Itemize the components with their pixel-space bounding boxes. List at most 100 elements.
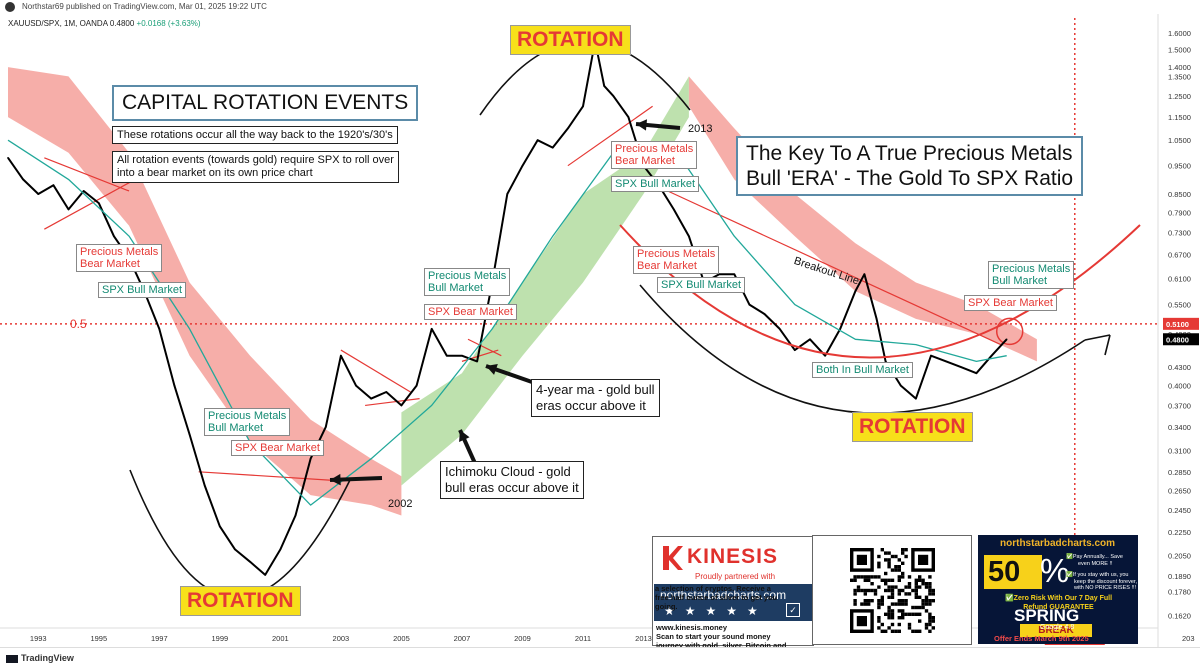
y-tick-label: 0.3400	[1168, 423, 1191, 432]
price-point	[400, 404, 403, 407]
qr-module	[863, 592, 867, 596]
publisher-bar: Northstar69 published on TradingView.com…	[0, 0, 1200, 14]
qr-module	[877, 554, 881, 559]
qr-module	[894, 585, 898, 589]
x-tick-label: 2005	[393, 634, 410, 643]
price-point	[863, 273, 866, 275]
qr-module	[856, 585, 861, 589]
trend-line-4	[365, 398, 420, 407]
qr-module	[911, 629, 915, 633]
qr-module	[853, 578, 857, 582]
breakout-circle	[995, 317, 1024, 346]
kinesis-logo-icon	[661, 545, 683, 571]
pm-bear-3-line1: Precious Metals	[637, 248, 716, 260]
qr-module	[884, 578, 888, 582]
qr-module	[928, 582, 932, 586]
key-title-line1: The Key To A True Precious Metals	[746, 142, 1073, 165]
qr-module	[867, 578, 871, 582]
qr-module	[890, 588, 895, 593]
promo-risk: ✅Zero Risk With Our 7 Day Full Refund GU…	[986, 594, 1131, 612]
symbol-legend[interactable]: XAUUSD/SPX, 1M, OANDA 0.4800 +0.0168 (+3…	[8, 19, 201, 28]
price-point	[521, 164, 524, 167]
y-tick-label: 1.3500	[1168, 72, 1191, 81]
price-point	[960, 366, 963, 369]
note-arrowhead-0	[636, 119, 648, 131]
kinesis-partner: Proudly partnered with	[695, 572, 776, 581]
kinesis-copy: www.kinesis.money Scan to start your sou…	[656, 623, 786, 650]
price-point	[158, 328, 161, 330]
capital-rotation-title: CAPITAL ROTATION EVENTS	[112, 85, 419, 121]
qr-code-icon	[850, 548, 935, 633]
qr-module	[850, 578, 854, 582]
y-tick-label: 0.7900	[1168, 209, 1191, 218]
qr-module	[897, 558, 901, 562]
price-point	[824, 354, 826, 357]
price-point	[794, 349, 796, 351]
kinesis-ad[interactable]: KINESIS Proudly partnered with northstar…	[652, 536, 814, 650]
promo-offer: Offer Ends March 9th 2025	[994, 634, 1089, 643]
qr-module	[887, 616, 891, 620]
footer-bar: TradingView	[0, 647, 1200, 668]
qr-module	[897, 609, 901, 613]
promo-ad[interactable]: northstarbadcharts.com 50 % ✅Pay Annuall…	[978, 535, 1138, 644]
qr-module	[890, 616, 895, 620]
promo-b1-l1: Pay Annually... Save	[1072, 554, 1123, 560]
qr-module	[918, 605, 922, 610]
cloud-bear-2	[688, 76, 1037, 362]
publisher-text: Northstar69 published on TradingView.com…	[22, 2, 267, 11]
qr-module	[907, 585, 912, 589]
qr-module	[877, 616, 881, 620]
label-pm-bull-2: Precious Metals Bull Market	[424, 268, 511, 296]
price-tag-bg	[1163, 317, 1199, 330]
qr-module	[890, 568, 895, 572]
kinesis-url: www.kinesis.money	[656, 623, 727, 632]
qr-module	[897, 578, 901, 582]
x-tick-label: 1995	[90, 634, 107, 643]
promo-risk-l2: Refund GUARANTEE	[1023, 604, 1094, 611]
qr-module	[901, 575, 905, 579]
y-tick-label: 0.2050	[1168, 552, 1191, 561]
qr-module	[887, 558, 891, 562]
y-tick-label: 1.5000	[1168, 46, 1191, 55]
price-point	[385, 391, 388, 393]
qr-module	[887, 561, 891, 565]
cloud-bear-1	[8, 67, 402, 516]
qr-module	[887, 565, 891, 569]
qr-module	[890, 592, 895, 596]
label-spx-bull-2: SPX Bull Market	[611, 176, 700, 192]
price-point	[975, 372, 978, 375]
qr-module	[904, 599, 908, 603]
qr-module	[901, 609, 905, 613]
guide-lines: 0.5	[0, 18, 1158, 630]
qr-module	[853, 599, 857, 603]
kinesis-k-mark	[663, 546, 683, 570]
note-spx-bear-requirement: All rotation events (towards gold) requi…	[112, 151, 399, 183]
promo-b1-l2: even MORE !!	[1078, 560, 1113, 567]
price-point	[279, 548, 282, 551]
qr-module	[890, 595, 895, 599]
kinesis-site: northstarbadcharts.com	[660, 588, 787, 602]
price-point	[370, 397, 372, 400]
price-point	[809, 338, 811, 341]
label-spx-bull-1: SPX Bull Market	[98, 282, 187, 298]
label-spx-bear-3: SPX Bear Market	[964, 295, 1057, 311]
qr-module	[897, 599, 901, 603]
qr-module	[931, 588, 935, 593]
price-point	[603, 85, 605, 87]
tradingview-logo[interactable]: TradingView	[6, 653, 74, 663]
price-series	[7, 40, 1008, 576]
qr-module	[863, 602, 867, 606]
x-tick-label: 2011	[575, 634, 591, 643]
y-tick-label: 0.3700	[1168, 401, 1191, 410]
qr-code[interactable]	[812, 535, 972, 645]
qr-module	[877, 619, 881, 623]
price-point	[778, 328, 781, 330]
qr-module	[928, 588, 932, 593]
qr-module	[873, 592, 878, 596]
price-point	[340, 354, 342, 357]
x-tick-label: 1999	[211, 634, 228, 643]
cloud-note-line2: bull eras occur above it	[445, 480, 579, 495]
qr-finder-inner	[856, 554, 867, 565]
qr-module	[880, 595, 884, 599]
price-point	[884, 360, 887, 363]
